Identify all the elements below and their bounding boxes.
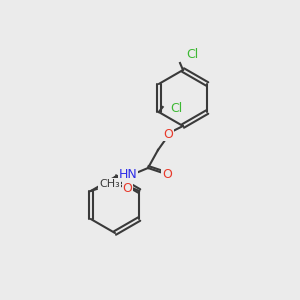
Text: O: O bbox=[122, 182, 132, 194]
Text: CH₃: CH₃ bbox=[99, 180, 120, 190]
Text: CH₃: CH₃ bbox=[99, 179, 120, 189]
Text: O: O bbox=[163, 128, 173, 140]
Text: Cl: Cl bbox=[171, 103, 183, 116]
Text: Cl: Cl bbox=[186, 47, 198, 61]
Text: O: O bbox=[162, 167, 172, 181]
Text: HN: HN bbox=[118, 167, 137, 181]
